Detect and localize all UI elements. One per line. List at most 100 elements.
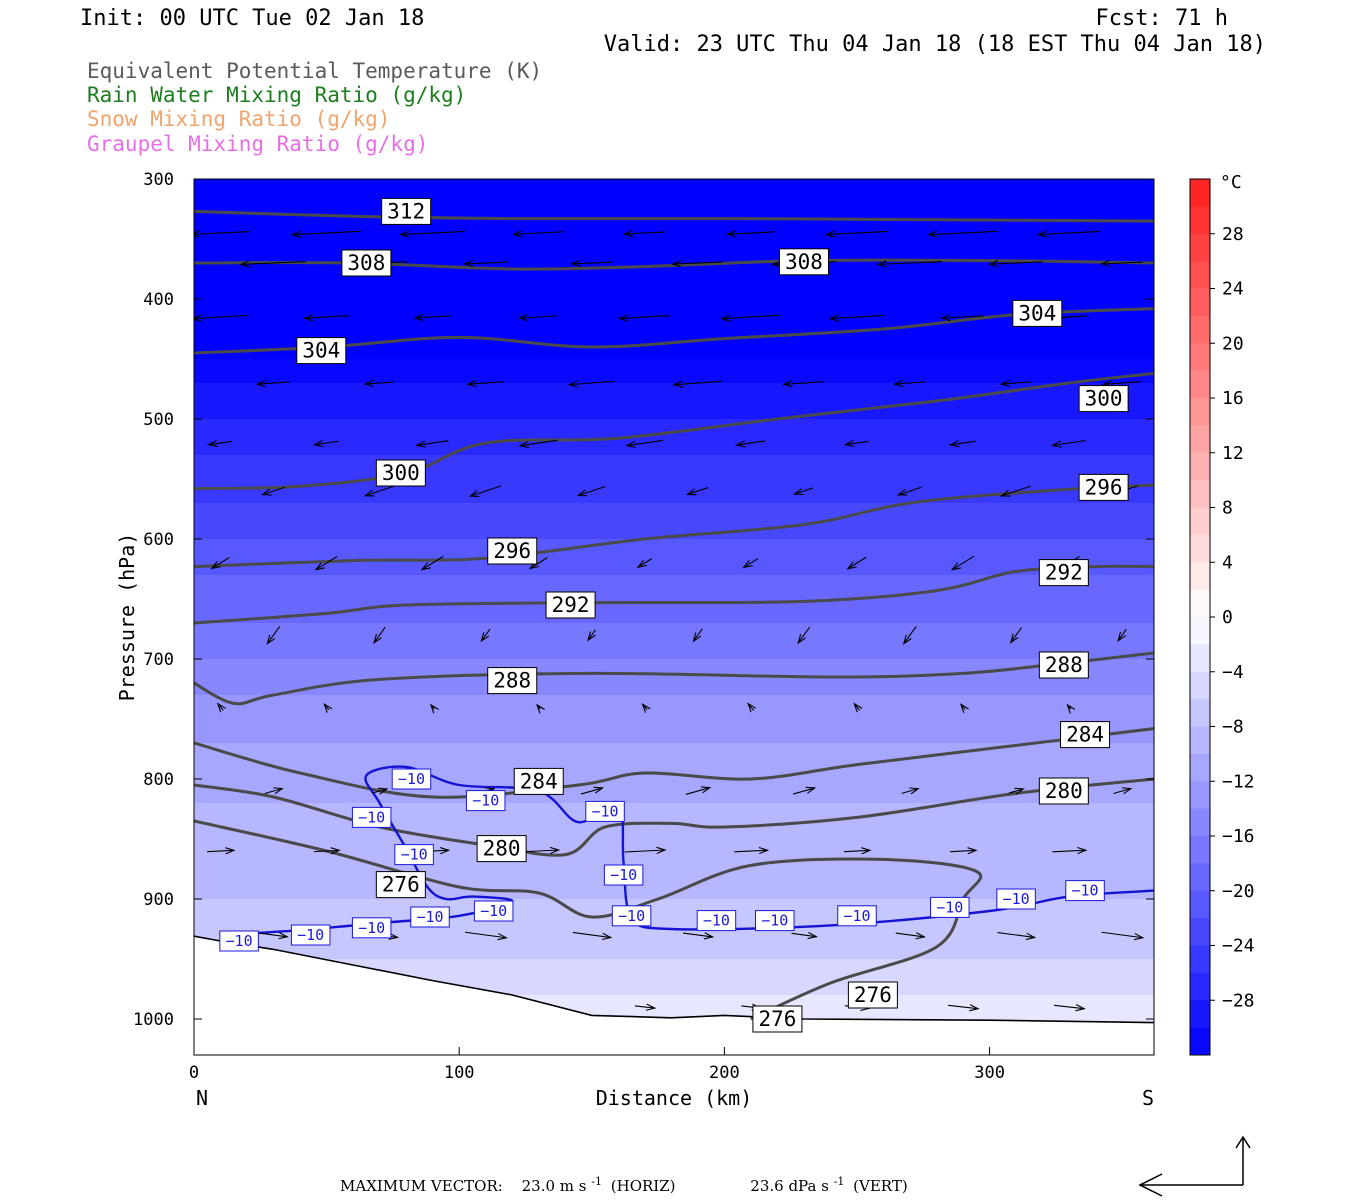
wind-vector bbox=[363, 379, 395, 388]
wind-vector bbox=[255, 379, 290, 388]
wind-vector bbox=[793, 786, 817, 795]
temperature-band bbox=[194, 683, 1154, 696]
temperature-label-box bbox=[394, 844, 434, 866]
wind-vector bbox=[572, 931, 613, 941]
theta-e-label-276: 276 bbox=[847, 981, 898, 1009]
theta-e-label-300: 300 bbox=[375, 459, 426, 487]
temperature-band bbox=[194, 563, 1154, 576]
colorbar-tick-label: 20 bbox=[1222, 333, 1244, 354]
temperature-label: −10 bbox=[391, 768, 432, 790]
colorbar-segment bbox=[1190, 890, 1210, 919]
wind-vector bbox=[948, 440, 976, 448]
colorbar-segment bbox=[1190, 781, 1210, 810]
wind-vector bbox=[895, 932, 926, 940]
theta-e-label-284-text: 284 bbox=[520, 769, 558, 793]
theta-e-label-292-box bbox=[545, 591, 596, 619]
wind-vector bbox=[997, 931, 1037, 940]
y-tick-label: 300 bbox=[143, 170, 174, 190]
wind-vector bbox=[567, 380, 615, 388]
theta-e-contour-296 bbox=[194, 483, 1154, 569]
wind-vector bbox=[363, 485, 394, 497]
wind-vector bbox=[846, 556, 867, 570]
temperature-band bbox=[194, 455, 1154, 468]
x-tick-label: 0 bbox=[189, 1063, 199, 1083]
temperature-band bbox=[194, 647, 1154, 660]
wind-vector bbox=[1008, 787, 1025, 795]
temperature-label: −10 bbox=[611, 905, 652, 927]
temperature-band bbox=[194, 863, 1154, 876]
colorbar-unit: °C bbox=[1220, 172, 1242, 193]
temperature-band bbox=[194, 731, 1154, 744]
theta-e-label-276-text: 276 bbox=[382, 873, 420, 897]
temperature-band bbox=[194, 959, 1154, 972]
wind-vector bbox=[480, 628, 491, 643]
wind-vector bbox=[413, 313, 451, 322]
wind-vector bbox=[313, 847, 341, 855]
temperature-label-text: −10 bbox=[936, 898, 963, 916]
wind-vector bbox=[1101, 931, 1145, 941]
theta-e-label-292: 292 bbox=[545, 591, 596, 619]
wind-vector bbox=[797, 626, 811, 645]
colorbar-segment bbox=[1190, 753, 1210, 782]
wind-vector bbox=[290, 230, 361, 238]
wind-vector bbox=[517, 314, 559, 322]
colorbar-segment bbox=[1190, 179, 1210, 207]
wind-vector bbox=[415, 440, 449, 448]
temperature-label: −10 bbox=[219, 930, 259, 952]
temperature-label-text: −10 bbox=[761, 912, 788, 930]
theta-e-label-304-box bbox=[296, 337, 347, 365]
theta-e-label-308-box bbox=[341, 249, 392, 277]
wind-vector bbox=[624, 846, 667, 855]
theta-e-label-284-text: 284 bbox=[1066, 723, 1104, 747]
temperature-label-text: −10 bbox=[358, 919, 385, 937]
colorbar-tick-label: −16 bbox=[1222, 826, 1255, 847]
below-ground-mask bbox=[194, 935, 1154, 1055]
temperature-band bbox=[194, 719, 1154, 732]
theta-e-label-280-text: 280 bbox=[483, 837, 521, 861]
wind-vector bbox=[207, 439, 233, 448]
wind-vector bbox=[570, 259, 612, 268]
wind-vector bbox=[685, 487, 709, 496]
temperature-band bbox=[194, 299, 1154, 312]
wind-vector bbox=[683, 932, 715, 940]
theta-e-label-308: 308 bbox=[341, 249, 392, 277]
theta-e-label-288-text: 288 bbox=[493, 669, 531, 693]
temperature-label-box bbox=[1065, 880, 1105, 902]
temperature-band bbox=[194, 839, 1154, 852]
theta-e-label-296-text: 296 bbox=[493, 539, 531, 563]
colorbar-segment bbox=[1190, 534, 1210, 563]
temperature-band bbox=[194, 539, 1154, 552]
temperature-label-box bbox=[996, 888, 1036, 910]
wind-vector bbox=[314, 555, 338, 571]
wind-vector bbox=[429, 703, 439, 714]
colorbar-segment bbox=[1190, 452, 1210, 481]
theta-e-label-300: 300 bbox=[1078, 385, 1129, 413]
temperature-label-text: −10 bbox=[1003, 890, 1030, 908]
wind-vector bbox=[927, 230, 998, 238]
wind-vector bbox=[1036, 230, 1100, 238]
colorbar-tick-label: 16 bbox=[1222, 388, 1244, 409]
axes: 300 400 500 600 700 800 900 1000 0 100 200 300 bbox=[133, 170, 1154, 1083]
colorbar: 28 24 20 16 12 8 4 0 −4 −8 −12 −16 −20 −24 −28 bbox=[1189, 178, 1255, 1056]
temperature-band bbox=[194, 587, 1154, 600]
wind-vector bbox=[468, 485, 502, 497]
wind-vector bbox=[210, 557, 230, 570]
wind-vector bbox=[999, 379, 1031, 388]
wind-vector bbox=[462, 259, 508, 268]
theta-e-label-312-text: 312 bbox=[387, 199, 425, 223]
temperature-label: −10 bbox=[465, 790, 506, 812]
wind-vector bbox=[793, 487, 814, 495]
wind-vector bbox=[742, 558, 759, 569]
temperature-label-box bbox=[611, 905, 652, 927]
wind-vector bbox=[312, 440, 339, 448]
temperature-band bbox=[194, 419, 1154, 432]
wind-vector bbox=[466, 380, 504, 388]
theta-e-label-276-text: 276 bbox=[854, 983, 892, 1007]
temperature-label: −10 bbox=[290, 924, 331, 946]
colorbar-tick-label: −20 bbox=[1222, 881, 1255, 902]
wind-vector bbox=[950, 847, 978, 855]
theta-e-label-296-text: 296 bbox=[1085, 475, 1123, 499]
wind-vector bbox=[876, 260, 943, 268]
wind-vector bbox=[999, 485, 1031, 497]
temperature-label-box bbox=[351, 806, 392, 828]
